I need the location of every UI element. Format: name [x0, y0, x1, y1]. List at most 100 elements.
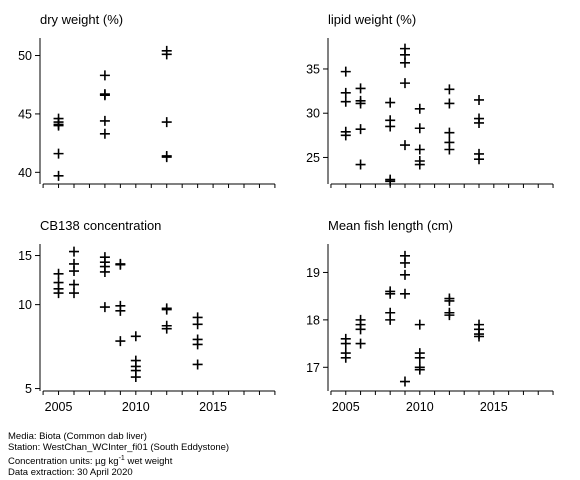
data-point [99, 266, 110, 277]
data-point [161, 304, 172, 315]
y-tick-label: 45 [18, 107, 32, 121]
x-tick-label: 2010 [406, 400, 434, 414]
data-point [414, 319, 425, 330]
y-tick-label: 19 [306, 266, 320, 280]
data-point [444, 84, 455, 95]
footer-units-prefix: Concentration units: µg kg [8, 456, 119, 468]
data-point [340, 130, 351, 141]
data-point [414, 352, 425, 363]
data-point [115, 305, 126, 316]
data-point [414, 103, 425, 114]
data-point [192, 339, 203, 350]
data-point [355, 98, 366, 109]
y-tick-label: 17 [306, 361, 320, 375]
x-tick-label: 2010 [122, 400, 150, 414]
data-point [69, 266, 79, 277]
data-point [69, 246, 79, 257]
data-point [53, 268, 64, 279]
x-tick-label: 2005 [45, 400, 73, 414]
data-point [161, 117, 172, 128]
data-point [385, 288, 396, 299]
data-point [385, 176, 396, 187]
footer-units-exponent: -1 [118, 455, 125, 462]
data-point [399, 288, 410, 299]
data-point [99, 302, 110, 313]
data-point [474, 94, 485, 105]
data-point [355, 124, 366, 135]
chart-figure: dry weight (%) 40 45 50 lipid weight (%) 25 30… [18, 12, 554, 414]
panel-title: dry weight (%) [40, 12, 123, 27]
data-point [115, 259, 126, 270]
data-point [340, 87, 351, 98]
data-point [474, 154, 485, 165]
data-point [53, 288, 64, 299]
y-tick-label: 40 [18, 166, 32, 180]
data-point [414, 144, 425, 155]
y-tick-label: 25 [306, 151, 320, 165]
footer-media: Media: Biota (Common dab liver) [8, 431, 147, 442]
data-point [340, 352, 351, 363]
data-point [399, 78, 410, 89]
data-point [355, 159, 366, 170]
data-point [53, 170, 64, 181]
data-point [115, 336, 126, 347]
footer-units-suffix: wet weight [124, 456, 173, 468]
data-point [385, 121, 396, 132]
y-tick-label: 50 [18, 49, 32, 63]
data-point [340, 66, 351, 77]
data-point [340, 96, 351, 107]
data-point [355, 324, 366, 335]
data-point [99, 89, 110, 100]
data-point [69, 288, 79, 299]
y-tick-label: 35 [306, 62, 320, 76]
data-point [355, 338, 366, 349]
y-tick-label: 15 [18, 249, 32, 263]
data-point [385, 314, 396, 325]
data-point [130, 331, 141, 342]
y-tick-label: 5 [25, 382, 32, 396]
data-point [99, 128, 110, 139]
data-point [444, 98, 455, 109]
panel-title: lipid weight (%) [328, 12, 416, 27]
panel-title: Mean fish length (cm) [328, 218, 453, 233]
data-point [99, 70, 110, 81]
footer-notes: Media: Biota (Common dab liver) Station:… [8, 431, 229, 478]
data-point [192, 359, 203, 370]
data-point [474, 117, 485, 128]
data-point [340, 338, 351, 349]
data-point [130, 372, 141, 383]
data-point [399, 376, 410, 387]
data-point [444, 310, 455, 321]
footer-extraction: Data extraction: 30 April 2020 [8, 467, 133, 479]
data-point [474, 331, 485, 342]
data-point [99, 115, 110, 126]
data-point [444, 295, 455, 306]
data-point [161, 323, 172, 334]
footer-station: Station: WestChan_WCInter_fi01 (South Ed… [8, 442, 230, 453]
data-point [414, 364, 425, 375]
data-point [444, 144, 455, 155]
x-tick-label: 2015 [480, 400, 508, 414]
x-tick-label: 2005 [332, 400, 360, 414]
y-tick-label: 18 [306, 313, 320, 327]
data-point [399, 57, 410, 68]
data-point [53, 119, 64, 130]
data-point [69, 279, 79, 290]
footer-units: Concentration units: µg kg-1 wet weight [8, 453, 229, 467]
y-tick-label: 10 [18, 298, 32, 312]
data-point [399, 257, 410, 268]
data-point [414, 123, 425, 134]
data-point [161, 150, 172, 161]
data-point [53, 148, 64, 159]
data-point [399, 140, 410, 151]
panel-title: CB138 concentration [40, 218, 161, 233]
data-point [414, 159, 425, 170]
data-point [444, 127, 455, 138]
x-tick-label: 2015 [199, 400, 227, 414]
y-tick-label: 30 [306, 107, 320, 121]
data-point [192, 319, 203, 330]
data-point [355, 83, 366, 94]
data-point [385, 97, 396, 108]
data-point [161, 49, 172, 60]
data-point [399, 269, 410, 280]
